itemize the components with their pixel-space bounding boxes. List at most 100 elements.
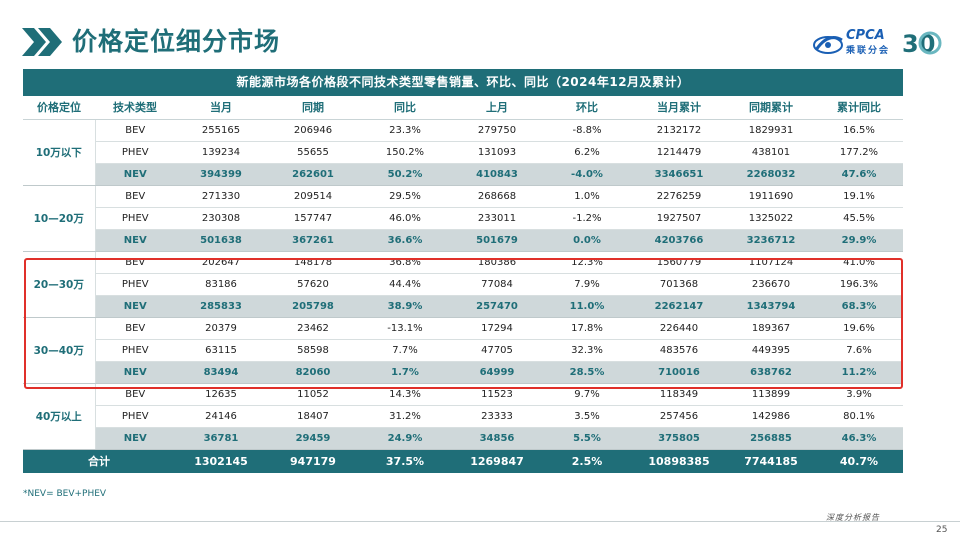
value-cell: 7.9% bbox=[543, 273, 631, 296]
tech-type-cell: BEV bbox=[95, 317, 175, 340]
footer-text: 深度分析报告 bbox=[826, 513, 880, 522]
total-row: 合计 1302145 947179 37.5% 1269847 2.5% 10898385 7… bbox=[23, 449, 903, 473]
total-label: 合计 bbox=[23, 449, 175, 473]
value-cell: 148178 bbox=[267, 251, 359, 274]
value-cell: -8.8% bbox=[543, 119, 631, 142]
value-cell: 271330 bbox=[175, 185, 267, 208]
value-cell: 23462 bbox=[267, 317, 359, 340]
value-cell: 29459 bbox=[267, 427, 359, 450]
value-cell: 47.6% bbox=[815, 163, 903, 186]
price-segment-cell: 10—20万 bbox=[23, 185, 96, 252]
table-row: PHEV 230308 157747 46.0% 233011 -1.2% 1927507 1… bbox=[23, 207, 903, 230]
value-cell: 4203766 bbox=[631, 229, 727, 252]
value-cell: 47705 bbox=[451, 339, 543, 362]
tech-type-cell: NEV bbox=[95, 427, 175, 450]
value-cell: 233011 bbox=[451, 207, 543, 230]
table-row: 20—30万 BEV 202647 148178 36.8% 180386 12.3% 156… bbox=[23, 251, 903, 318]
value-cell: 23.3% bbox=[359, 119, 451, 142]
table-row: PHEV 24146 18407 31.2% 23333 3.5% 257456 142986… bbox=[23, 405, 903, 428]
value-cell: 3346651 bbox=[631, 163, 727, 186]
value-cell: 3.5% bbox=[543, 405, 631, 428]
value-cell: 1343794 bbox=[727, 295, 815, 318]
value-cell: 1911690 bbox=[727, 185, 815, 208]
value-cell: 16.5% bbox=[815, 119, 903, 142]
value-cell: 20379 bbox=[175, 317, 267, 340]
value-cell: 36781 bbox=[175, 427, 267, 450]
value-cell: 24146 bbox=[175, 405, 267, 428]
table-row: 40万以上 BEV 12635 11052 14.3% 11523 9.7% 118349 11… bbox=[23, 383, 903, 450]
column-header: 当月累计 bbox=[631, 96, 727, 120]
tech-type-cell: BEV bbox=[95, 383, 175, 406]
value-cell: 196.3% bbox=[815, 273, 903, 296]
value-cell: 23333 bbox=[451, 405, 543, 428]
value-cell: 139234 bbox=[175, 141, 267, 164]
value-cell: 11.0% bbox=[543, 295, 631, 318]
value-cell: 58598 bbox=[267, 339, 359, 362]
value-cell: 501679 bbox=[451, 229, 543, 252]
value-cell: 29.5% bbox=[359, 185, 451, 208]
value-cell: 209514 bbox=[267, 185, 359, 208]
value-cell: 394399 bbox=[175, 163, 267, 186]
value-cell: 236670 bbox=[727, 273, 815, 296]
table-header-row: 价格定位 技术类型 当月 同期 同比 上月 环比 当月累计 同期累计 累计同比 bbox=[23, 96, 903, 120]
value-cell: 375805 bbox=[631, 427, 727, 450]
value-cell: 113899 bbox=[727, 383, 815, 406]
value-cell: 449395 bbox=[727, 339, 815, 362]
value-cell: 82060 bbox=[267, 361, 359, 384]
value-cell: 44.4% bbox=[359, 273, 451, 296]
value-cell: 46.0% bbox=[359, 207, 451, 230]
value-cell: 7.7% bbox=[359, 339, 451, 362]
footnote: *NEV= BEV+PHEV bbox=[23, 489, 107, 499]
value-cell: 32.3% bbox=[543, 339, 631, 362]
tech-type-cell: NEV bbox=[95, 163, 175, 186]
total-value-cell: 37.5% bbox=[359, 449, 451, 473]
value-cell: 80.1% bbox=[815, 405, 903, 428]
value-cell: 131093 bbox=[451, 141, 543, 164]
table-row: NEV 394399 262601 50.2% 410843 -4.0% 3346651 22… bbox=[23, 163, 903, 186]
cpca-logo-icon bbox=[813, 36, 843, 54]
value-cell: -1.2% bbox=[543, 207, 631, 230]
value-cell: 11052 bbox=[267, 383, 359, 406]
cpca-logo-subtitle: 乘联分会 bbox=[846, 46, 891, 56]
value-cell: 19.6% bbox=[815, 317, 903, 340]
table-row: NEV 285833 205798 38.9% 257470 11.0% 2262147 13… bbox=[23, 295, 903, 318]
column-header: 同期 bbox=[267, 96, 359, 120]
value-cell: 63115 bbox=[175, 339, 267, 362]
table-row: 30—40万 BEV 20379 23462 -13.1% 17294 17.8% 22644… bbox=[23, 317, 903, 384]
table-body: 10万以下 BEV 255165 206946 23.3% 279750 -8.8% 2132… bbox=[23, 119, 903, 473]
value-cell: -13.1% bbox=[359, 317, 451, 340]
price-segment-cell: 10万以下 bbox=[23, 119, 96, 186]
column-header: 技术类型 bbox=[95, 96, 175, 120]
value-cell: 17294 bbox=[451, 317, 543, 340]
value-cell: 1214479 bbox=[631, 141, 727, 164]
tech-type-cell: NEV bbox=[95, 295, 175, 318]
value-cell: 3.9% bbox=[815, 383, 903, 406]
value-cell: 29.9% bbox=[815, 229, 903, 252]
value-cell: 12635 bbox=[175, 383, 267, 406]
value-cell: 38.9% bbox=[359, 295, 451, 318]
value-cell: 77084 bbox=[451, 273, 543, 296]
table-row: 10—20万 BEV 271330 209514 29.5% 268668 1.0% 2276… bbox=[23, 185, 903, 252]
value-cell: 19.1% bbox=[815, 185, 903, 208]
value-cell: 285833 bbox=[175, 295, 267, 318]
value-cell: 9.7% bbox=[543, 383, 631, 406]
value-cell: 177.2% bbox=[815, 141, 903, 164]
total-value-cell: 10898385 bbox=[631, 449, 727, 473]
total-value-cell: 1302145 bbox=[175, 449, 267, 473]
value-cell: 118349 bbox=[631, 383, 727, 406]
column-header: 上月 bbox=[451, 96, 543, 120]
table-row: 10万以下 BEV 255165 206946 23.3% 279750 -8.8% 2132… bbox=[23, 119, 903, 186]
value-cell: 255165 bbox=[175, 119, 267, 142]
value-cell: 83494 bbox=[175, 361, 267, 384]
value-cell: 701368 bbox=[631, 273, 727, 296]
value-cell: 5.5% bbox=[543, 427, 631, 450]
value-cell: 12.3% bbox=[543, 251, 631, 274]
price-segment-cell: 40万以上 bbox=[23, 383, 96, 450]
value-cell: 410843 bbox=[451, 163, 543, 186]
value-cell: 36.6% bbox=[359, 229, 451, 252]
table-row: PHEV 139234 55655 150.2% 131093 6.2% 1214479 43… bbox=[23, 141, 903, 164]
column-header: 同比 bbox=[359, 96, 451, 120]
value-cell: 50.2% bbox=[359, 163, 451, 186]
total-value-cell: 2.5% bbox=[543, 449, 631, 473]
value-cell: 180386 bbox=[451, 251, 543, 274]
